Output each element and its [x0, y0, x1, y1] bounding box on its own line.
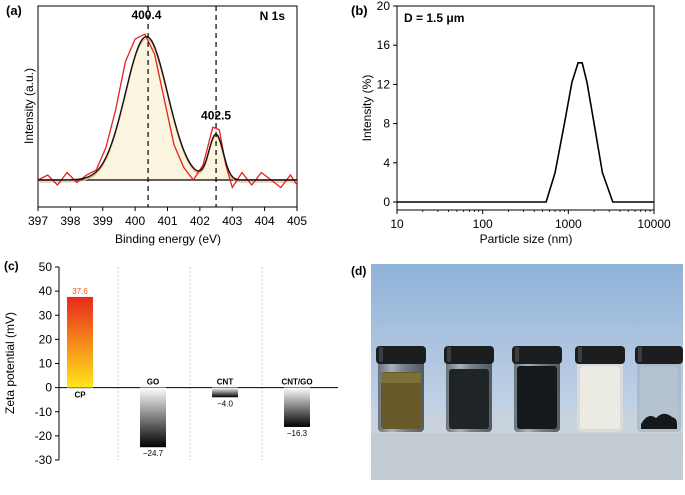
xps-x-ticks: 397 398 399 400 401 402 403 404 405: [28, 207, 307, 228]
xps-dashed-markers: [147, 6, 217, 207]
xps-x-tick-label: 398: [60, 214, 80, 228]
dls-axes-frame: [396, 5, 655, 211]
zeta-separators: [117, 267, 263, 460]
zeta-y-tick-label: -30: [35, 453, 53, 467]
xps-panel: (a) 397 398 399 400 401 402 403 404 405 400.4 402…: [6, 3, 307, 246]
xps-x-tick-label: 403: [222, 214, 242, 228]
zeta-panel: (c) -30 -20 -10 0 10 20 30 40 50 37.6 CP −24.7 GO −4…: [3, 259, 338, 467]
zeta-y-tick-label: 10: [39, 357, 53, 371]
xps-x-tick-label: 400: [125, 214, 145, 228]
zeta-value-label: −16.3: [287, 429, 308, 438]
dls-y-tick-label: 0: [383, 195, 390, 209]
zeta-category-label: CNT: [217, 378, 234, 387]
zeta-bars: 37.6 CP −24.7 GO −4.0 CNT −16.3 CNT/GO: [67, 287, 313, 458]
zeta-y-tick-label: -20: [35, 429, 53, 443]
dls-y-tick-label: 20: [377, 0, 391, 13]
zeta-y-tick-label: 30: [39, 308, 53, 322]
xps-lines: [37, 33, 298, 190]
dls-xlabel: Particle size (nm): [480, 232, 573, 246]
xps-title: N 1s: [260, 9, 286, 23]
vial-cnt: [512, 346, 562, 432]
zeta-y-tick-label: 20: [39, 332, 53, 346]
xps-peak-label: 400.4: [131, 8, 161, 22]
zeta-category-label: CNT/GO: [281, 378, 312, 387]
xps-x-tick-label: 404: [255, 214, 275, 228]
panel-label-a: (a): [6, 3, 22, 18]
xps-x-tick-label: 399: [93, 214, 113, 228]
xps-peak-labels: 400.4 402.5: [131, 8, 231, 123]
zeta-value-label: −24.7: [143, 449, 164, 458]
dls-y-tick-label: 8: [383, 117, 390, 131]
zeta-bar: [140, 387, 166, 448]
vial-cp: [376, 346, 426, 432]
dls-y-tick-label: 16: [377, 38, 391, 52]
dls-y-ticks: 0 4 8 12 16 20: [377, 0, 397, 209]
panel-label-b: (b): [351, 3, 368, 18]
vial-milky: [575, 346, 625, 432]
dls-x-tick-label: 1000: [555, 217, 582, 231]
zeta-category-label: GO: [147, 378, 159, 387]
zeta-value-label: −4.0: [217, 399, 233, 408]
zeta-y-tick-label: 50: [39, 260, 53, 274]
dls-y-tick-label: 4: [383, 156, 390, 170]
xps-peak-label: 402.5: [201, 109, 231, 123]
dls-x-tick-label: 10: [390, 217, 404, 231]
dls-lines: [397, 61, 654, 203]
xps-fit-fill: [38, 36, 297, 180]
dls-x-tick-label: 10000: [637, 217, 671, 231]
zeta-ylabel: Zeta potential (mV): [3, 312, 17, 414]
zeta-bar: [67, 296, 93, 388]
xps-x-tick-label: 401: [157, 214, 177, 228]
zeta-value-label: 37.6: [72, 287, 88, 296]
dls-distribution-line: [397, 61, 654, 203]
xps-x-tick-label: 405: [287, 214, 307, 228]
xps-x-tick-label: 397: [28, 214, 48, 228]
panel-label-c: (c): [4, 259, 19, 273]
vials: [376, 346, 683, 432]
zeta-y-tick-label: -10: [35, 405, 53, 419]
xps-fit-line: [38, 35, 297, 181]
vial-sediment: [635, 346, 683, 432]
xps-xlabel: Binding energy (eV): [115, 232, 221, 246]
xps-fit-area: [38, 36, 297, 180]
dls-x-tick-label: 100: [473, 217, 493, 231]
panel-label-d: (d): [351, 264, 366, 278]
dls-x-ticks: 10 100 1000 10000: [390, 210, 671, 231]
dls-ylabel: Intensity (%): [360, 75, 374, 142]
dls-y-tick-label: 12: [377, 77, 391, 91]
xps-raw-line: [37, 33, 298, 190]
zeta-y-ticks: -30 -20 -10 0 10 20 30 40 50: [35, 260, 338, 467]
zeta-bar: [284, 387, 310, 427]
zeta-y-tick-label: 0: [45, 381, 52, 395]
vials-photo-panel: (d): [351, 264, 683, 480]
zeta-category-label: CP: [74, 391, 86, 400]
zeta-y-tick-label: 40: [39, 284, 53, 298]
dls-annotation: D = 1.5 μm: [404, 11, 464, 25]
zeta-bar: [212, 387, 238, 398]
xps-x-tick-label: 402: [190, 214, 210, 228]
vial-go: [444, 346, 494, 432]
xps-ylabel: Intensity (a.u.): [22, 68, 36, 144]
